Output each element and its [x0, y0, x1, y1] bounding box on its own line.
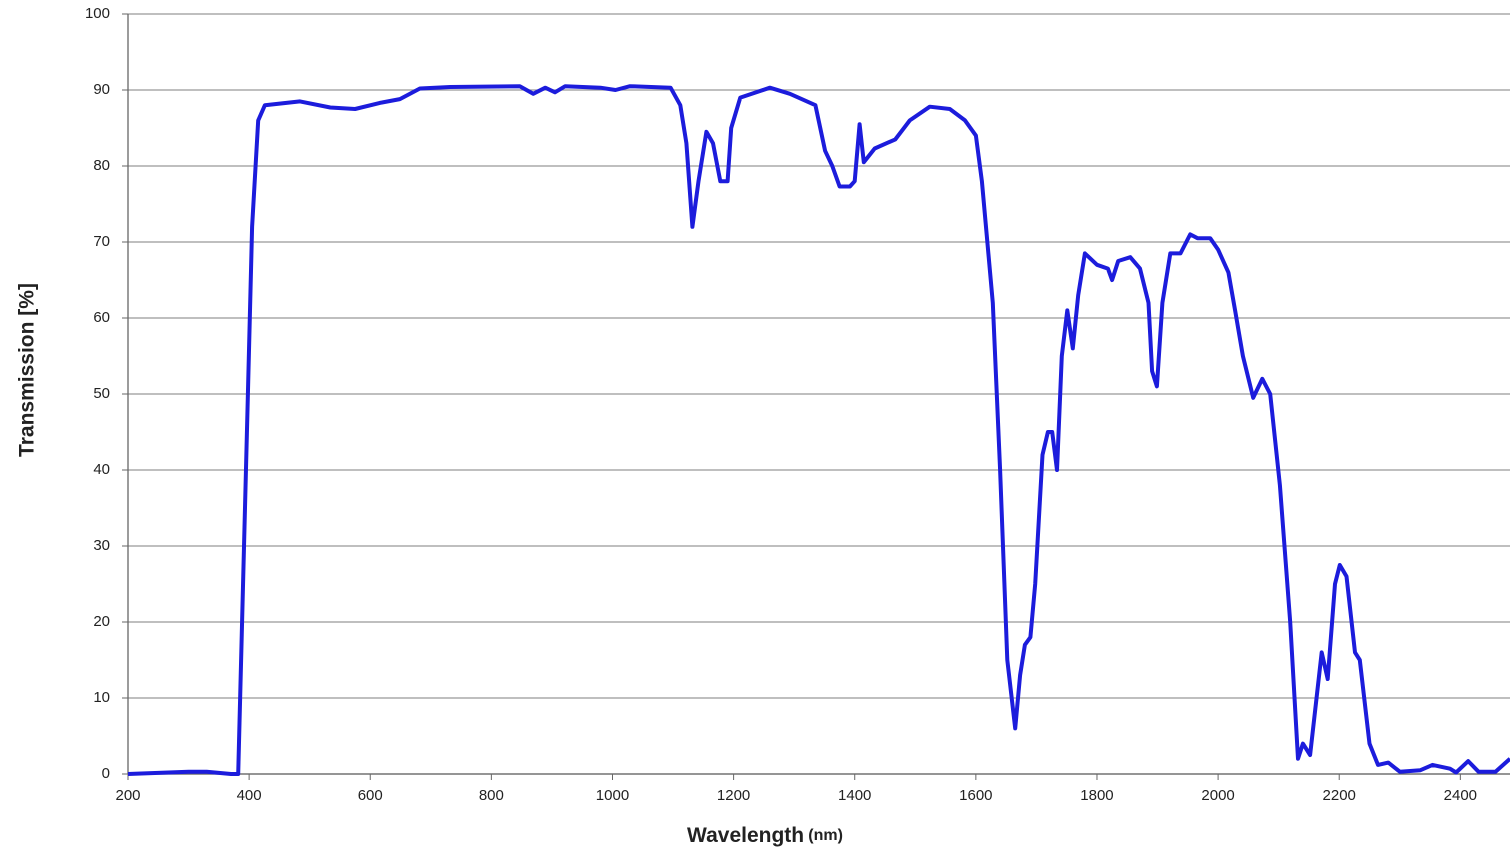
- x-tick-label: 1800: [1080, 787, 1113, 804]
- x-axis-label-main: Wavelength: [687, 824, 804, 847]
- y-tick-label: 20: [93, 613, 110, 630]
- y-tick-label: 90: [93, 81, 110, 98]
- y-tick-label: 80: [93, 157, 110, 174]
- x-tick-label: 2000: [1201, 787, 1234, 804]
- x-axis-label: Wavelength (nm): [687, 824, 843, 847]
- x-axis-label-unit: (nm): [808, 827, 843, 844]
- x-tick-label: 200: [115, 787, 140, 804]
- y-tick-label: 50: [93, 385, 110, 402]
- y-tick-label: 60: [93, 309, 110, 326]
- x-tick-label: 400: [237, 787, 262, 804]
- x-tick-label: 1400: [838, 787, 871, 804]
- y-tick-label: 30: [93, 537, 110, 554]
- y-tick-label: 40: [93, 461, 110, 478]
- x-tick-label: 800: [479, 787, 504, 804]
- x-tick-label: 600: [358, 787, 383, 804]
- y-axis-label: Transmission [%]: [16, 283, 39, 457]
- x-tick-label: 1600: [959, 787, 992, 804]
- x-tick-label: 2400: [1444, 787, 1477, 804]
- y-tick-label: 70: [93, 233, 110, 250]
- x-tick-label: 1000: [596, 787, 629, 804]
- y-tick-label: 100: [85, 5, 110, 22]
- y-tick-label: 0: [102, 765, 110, 782]
- y-tick-label: 10: [93, 689, 110, 706]
- data-line: [127, 84, 1510, 776]
- x-tick-label: 1200: [717, 787, 750, 804]
- x-tick-label: 2200: [1323, 787, 1356, 804]
